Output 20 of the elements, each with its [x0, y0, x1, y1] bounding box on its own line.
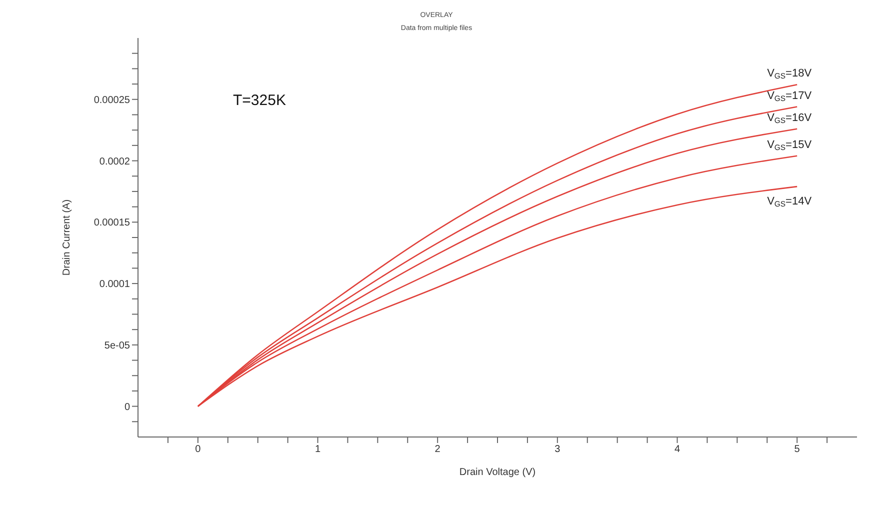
y-tick-label: 0.00025: [94, 94, 130, 106]
x-tick-label: 5: [794, 444, 800, 456]
series-label: V$_{GS}$=14V: [767, 196, 812, 209]
annotation: T=325K: [233, 92, 286, 109]
x-tick-label: 3: [554, 444, 561, 456]
y-tick-label: 0: [124, 402, 130, 413]
x-tick-label: 0: [195, 444, 202, 456]
y-tick-label: 5e-05: [104, 340, 130, 352]
y-tick-label: 0.0002: [99, 156, 130, 168]
x-tick-label: 4: [674, 444, 680, 456]
series-label: V$_{GS}$=18V: [767, 68, 812, 82]
y-tick-label: 0.00015: [94, 218, 130, 229]
series-label: V$_{GS}$=17V: [767, 90, 812, 104]
x-axis-title: Drain Voltage (V): [459, 467, 536, 478]
y-axis-title: Drain Current (A): [62, 199, 73, 276]
x-tick-label: 2: [434, 444, 441, 456]
y-tick-label: 0.0001: [99, 279, 130, 290]
series-label: V$_{GS}$=16V: [767, 112, 812, 126]
x-tick-label: 1: [314, 444, 321, 456]
series-label: V$_{GS}$=15V: [767, 138, 812, 152]
